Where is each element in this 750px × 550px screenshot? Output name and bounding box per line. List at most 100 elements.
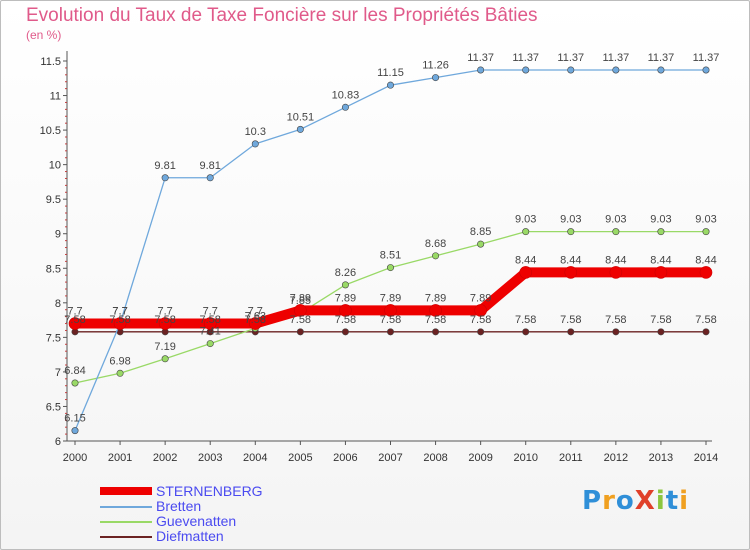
x-tick-label: 2014: [694, 452, 718, 464]
data-label-guevenatten: 6.84: [64, 365, 85, 377]
data-label-bretten: 11.37: [467, 52, 494, 64]
data-label-sternenberg: 7.89: [470, 292, 491, 304]
x-tick-label: 2003: [198, 452, 222, 464]
data-point-bretten: [702, 66, 710, 74]
data-point-bretten: [567, 66, 575, 74]
data-point-guevenatten: [432, 252, 440, 260]
legend-label: Bretten: [156, 498, 202, 514]
data-point-diefmatten: [612, 328, 620, 336]
data-label-diefmatten: 7.58: [650, 314, 671, 326]
data-point-sternenberg: [294, 304, 307, 317]
data-point-bretten: [657, 66, 665, 74]
data-label-bretten: 11.15: [377, 67, 404, 79]
logo-letter: i: [655, 486, 666, 516]
data-label-guevenatten: 7.85: [290, 295, 311, 307]
data-label-guevenatten: 6.98: [109, 355, 130, 367]
x-tick-label: 2001: [108, 452, 132, 464]
legend-label: Diefmatten: [156, 528, 224, 544]
data-point-bretten: [341, 103, 349, 111]
data-point-sternenberg: [519, 266, 533, 279]
data-point-guevenatten: [71, 379, 79, 387]
data-label-sternenberg: 7.7: [112, 306, 127, 318]
legend-label: Guevenatten: [156, 513, 237, 529]
data-label-diefmatten: 7.58: [605, 314, 626, 326]
data-point-sternenberg: [609, 266, 623, 279]
data-label-guevenatten: 7.63: [245, 310, 266, 322]
data-point-diefmatten: [522, 328, 530, 336]
data-point-guevenatten: [522, 228, 530, 236]
x-tick-label: 2000: [63, 452, 87, 464]
data-label-guevenatten: 8.85: [470, 226, 491, 238]
x-tick-label: 2006: [333, 452, 357, 464]
data-label-sternenberg: 8.44: [515, 254, 536, 266]
data-label-diefmatten: 7.58: [425, 314, 446, 326]
data-label-sternenberg: 7.7: [203, 306, 218, 318]
data-label-bretten: 11.37: [602, 52, 629, 64]
data-label-diefmatten: 7.58: [380, 314, 401, 326]
data-label-diefmatten: 7.58: [695, 314, 716, 326]
x-tick-label: 2007: [378, 452, 402, 464]
data-label-guevenatten: 7.41: [200, 326, 221, 338]
data-label-sternenberg: 8.44: [695, 254, 716, 266]
data-point-guevenatten: [206, 340, 214, 348]
data-point-sternenberg: [203, 317, 217, 330]
x-tick-label: 2002: [153, 452, 177, 464]
data-point-sternenberg: [699, 266, 713, 279]
legend-swatch-bretten: [100, 506, 152, 508]
y-tick-label: 10.5: [40, 125, 61, 137]
data-point-guevenatten: [386, 264, 394, 272]
chart-title: Evolution du Taux de Taxe Foncière sur l…: [26, 5, 538, 26]
data-label-bretten: 9.81: [154, 160, 175, 172]
data-point-sternenberg: [113, 317, 127, 330]
data-point-diefmatten: [296, 328, 304, 336]
y-tick-label: 6: [55, 436, 61, 448]
data-label-sternenberg: 7.7: [248, 306, 263, 318]
data-point-diefmatten: [386, 328, 394, 336]
data-label-bretten: 9.81: [200, 160, 221, 172]
y-tick-label: 9.5: [46, 194, 61, 206]
data-label-bretten: 7.7: [112, 306, 127, 318]
data-point-bretten: [161, 174, 169, 182]
data-point-sternenberg: [339, 304, 352, 317]
x-tick-label: 2013: [649, 452, 673, 464]
data-label-sternenberg: 8.44: [605, 254, 626, 266]
y-tick-label: 11.5: [40, 56, 61, 68]
x-tick-label: 2009: [468, 452, 492, 464]
y-tick-label: 7.5: [46, 332, 61, 344]
logo-letter: P: [582, 486, 603, 516]
data-label-sternenberg: 7.89: [335, 292, 356, 304]
logo-letter: X: [634, 486, 656, 516]
data-label-guevenatten: 7.19: [154, 341, 175, 353]
x-tick-label: 2005: [288, 452, 312, 464]
data-label-diefmatten: 7.58: [560, 314, 581, 326]
data-label-guevenatten: 9.03: [605, 214, 626, 226]
data-point-diefmatten: [657, 328, 665, 336]
data-label-bretten: 11.37: [512, 52, 539, 64]
data-label-guevenatten: 8.51: [380, 250, 401, 262]
y-tick-label: 10: [49, 160, 61, 172]
data-label-sternenberg: 7.89: [290, 292, 311, 304]
data-label-diefmatten: 7.58: [470, 314, 491, 326]
data-point-guevenatten: [116, 369, 124, 377]
data-label-sternenberg: 7.89: [380, 292, 401, 304]
data-label-guevenatten: 8.68: [425, 238, 446, 250]
data-label-diefmatten: 7.58: [64, 314, 85, 326]
data-label-guevenatten: 9.03: [695, 214, 716, 226]
data-label-bretten: 10.3: [245, 126, 266, 138]
y-tick-label: 9: [55, 229, 61, 241]
data-label-bretten: 11.37: [648, 52, 675, 64]
logo-letter: t: [665, 486, 680, 516]
y-tick-label: 6.5: [46, 401, 61, 413]
data-point-diefmatten: [341, 328, 349, 336]
x-tick-label: 2011: [559, 452, 583, 464]
x-tick-label: 2008: [423, 452, 447, 464]
legend-label: STERNENBERG: [156, 483, 263, 499]
data-point-sternenberg: [158, 317, 172, 330]
data-label-sternenberg: 7.7: [67, 306, 82, 318]
data-point-diefmatten: [702, 328, 710, 336]
y-tick-label: 8.5: [46, 263, 61, 275]
data-label-sternenberg: 7.7: [157, 306, 172, 318]
data-point-bretten: [251, 140, 259, 148]
data-label-diefmatten: 7.58: [515, 314, 536, 326]
